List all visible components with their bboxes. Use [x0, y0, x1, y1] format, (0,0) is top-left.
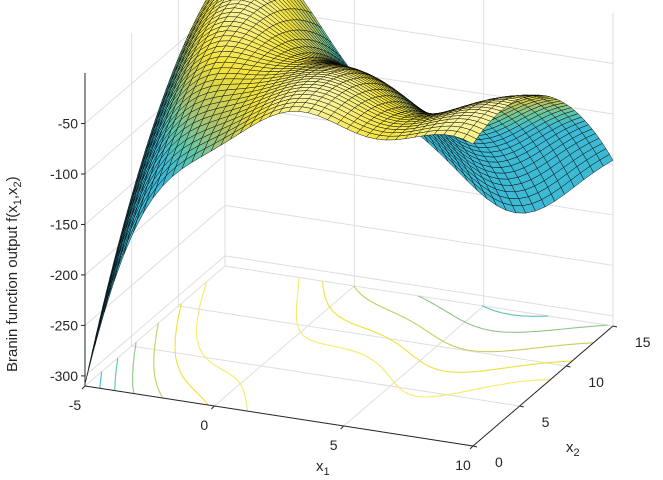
z-tick-label: -50 [58, 115, 78, 131]
z-tick-label: -200 [50, 267, 78, 283]
left-wall-grid-z [84, 205, 226, 326]
x-tick-label: 0 [200, 417, 208, 433]
x-tick-label: 10 [455, 457, 471, 473]
x-axis-label: x1 [316, 458, 330, 478]
contour-line [195, 277, 551, 412]
contour-line [174, 281, 573, 406]
floor-contours [99, 277, 608, 412]
z-tick-label: -300 [50, 368, 78, 384]
surface-patch [203, 0, 208, 4]
x-tick-mark [340, 425, 345, 430]
x-tick-mark [210, 405, 215, 410]
floor-grid-y [131, 345, 520, 407]
y-tick-mark [472, 445, 478, 448]
floor-grid-x [84, 265, 226, 387]
surface-patch [463, 134, 477, 145]
y-axis-line [472, 325, 614, 447]
x-tick-label: 5 [330, 437, 338, 453]
y-tick-label: 0 [495, 454, 503, 470]
left-wall-grid-z [84, 154, 226, 276]
floor-grid-x [214, 285, 355, 407]
contour-line [153, 285, 594, 399]
y-tick-label: 15 [635, 334, 651, 350]
y-tick-mark [612, 325, 618, 328]
z-axis-label: Branin function output f(x1,x2) [4, 176, 24, 372]
x-tick-mark [81, 385, 86, 390]
z-tick-label: -100 [50, 166, 78, 182]
x-tick-mark [469, 445, 474, 450]
x-axis-line [84, 385, 474, 447]
floor-grid-y [178, 305, 567, 367]
y-tick-mark [566, 365, 571, 368]
back-wall-grid-z [224, 255, 614, 317]
y-tick-label: 5 [542, 414, 550, 430]
x-tick-label: -5 [69, 397, 82, 413]
y-axis-label: x2 [566, 439, 580, 459]
z-tick-label: -250 [50, 317, 78, 333]
left-wall-grid-z [84, 255, 226, 377]
floor-grid-x [343, 305, 484, 427]
branin-surface [84, 0, 614, 385]
back-wall-grid-z [224, 204, 614, 266]
contour-line [99, 371, 103, 389]
axes [81, 73, 618, 450]
y-tick-label: 10 [588, 374, 604, 390]
y-tick-mark [519, 405, 524, 408]
grid-lines [84, 0, 614, 447]
z-tick-label: -150 [50, 216, 78, 232]
contour-line [132, 295, 608, 394]
contour-line [114, 305, 549, 391]
